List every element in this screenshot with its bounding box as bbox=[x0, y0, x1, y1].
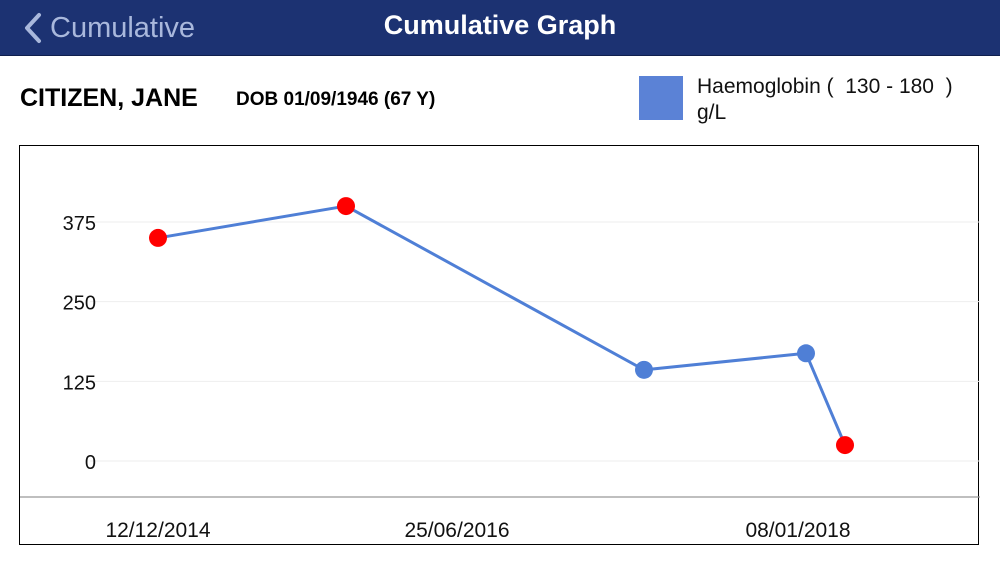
abnormal-data-point bbox=[836, 436, 854, 455]
series-line bbox=[157, 204, 847, 446]
data-point bbox=[635, 360, 653, 379]
legend-label: Haemoglobin ( 130 - 180 ) g/L bbox=[697, 75, 953, 124]
chevron-left-icon bbox=[25, 13, 41, 43]
patient-name: CITIZEN, JANE bbox=[20, 84, 198, 112]
x-tick-label: 12/12/2014 bbox=[105, 519, 210, 542]
y-tick-label: 125 bbox=[63, 372, 96, 394]
patient-dob: DOB 01/09/1946 (67 Y) bbox=[236, 89, 436, 110]
x-tick-label: 25/06/2016 bbox=[404, 519, 509, 542]
y-tick-label: 250 bbox=[63, 293, 96, 315]
chart-frame: 0 125 250 375 12/12/2014 25/06/2016 08/01/2018 bbox=[19, 145, 980, 545]
chart-legend: Haemoglobin ( 130 - 180 ) g/L bbox=[639, 72, 979, 128]
y-tick-label: 0 bbox=[85, 452, 96, 474]
legend-swatch bbox=[639, 76, 683, 120]
back-button[interactable]: Cumulative bbox=[22, 8, 195, 48]
data-point bbox=[797, 344, 815, 363]
cumulative-chart: 0 125 250 375 12/12/2014 25/06/2016 08/01/2018 bbox=[20, 197, 980, 542]
abnormal-data-point bbox=[337, 197, 355, 216]
back-button-label: Cumulative bbox=[50, 11, 196, 44]
x-tick-label: 08/01/2018 bbox=[745, 519, 850, 542]
abnormal-data-point bbox=[149, 228, 167, 247]
y-tick-label: 375 bbox=[63, 213, 96, 235]
navigation-bar: Cumulative Cumulative Graph bbox=[0, 0, 1000, 56]
page-title: Cumulative Graph bbox=[383, 10, 617, 40]
